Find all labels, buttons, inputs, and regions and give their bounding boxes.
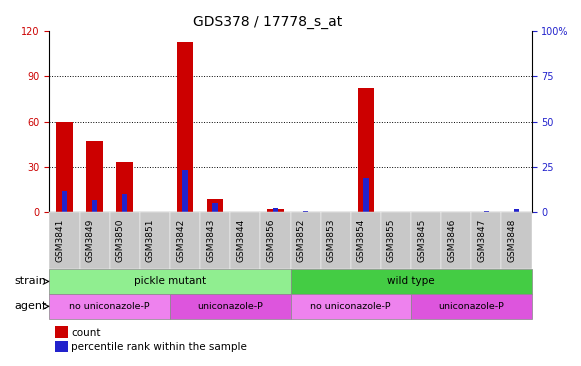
Text: count: count (71, 328, 101, 338)
Text: pickle mutant: pickle mutant (134, 276, 206, 287)
Text: uniconazole-P: uniconazole-P (439, 302, 504, 311)
Bar (303, 211, 309, 212)
Text: percentile rank within the sample: percentile rank within the sample (71, 342, 248, 352)
Bar (182, 170, 188, 212)
Text: agent: agent (14, 301, 46, 311)
Text: GSM3850: GSM3850 (116, 219, 125, 262)
Bar (177, 42, 193, 212)
Text: GSM3842: GSM3842 (176, 219, 185, 262)
Bar (514, 209, 519, 212)
Bar (267, 209, 284, 212)
Bar (207, 199, 224, 212)
Bar (357, 89, 374, 212)
Bar (363, 178, 368, 212)
Bar (122, 194, 127, 212)
Text: uniconazole-P: uniconazole-P (198, 302, 263, 311)
Text: GSM3847: GSM3847 (478, 219, 486, 262)
Text: GSM3841: GSM3841 (55, 219, 64, 262)
Text: GSM3855: GSM3855 (387, 219, 396, 262)
Bar (56, 122, 73, 212)
Bar (116, 163, 133, 212)
Text: GSM3846: GSM3846 (447, 219, 456, 262)
Bar (87, 141, 103, 212)
Text: strain: strain (15, 276, 46, 287)
Text: no uniconazole-P: no uniconazole-P (310, 302, 391, 311)
Bar (213, 203, 218, 212)
Text: wild type: wild type (388, 276, 435, 287)
Text: no uniconazole-P: no uniconazole-P (69, 302, 150, 311)
Bar (484, 211, 489, 212)
Text: GSM3849: GSM3849 (85, 219, 95, 262)
Bar (272, 208, 278, 212)
Text: GSM3844: GSM3844 (236, 219, 245, 262)
Text: GSM3848: GSM3848 (508, 219, 517, 262)
Text: GDS378 / 17778_s_at: GDS378 / 17778_s_at (193, 15, 342, 29)
Text: GSM3843: GSM3843 (206, 219, 215, 262)
Bar (62, 191, 67, 212)
Text: GSM3852: GSM3852 (296, 219, 306, 262)
Text: GSM3851: GSM3851 (146, 219, 155, 262)
Text: GSM3845: GSM3845 (417, 219, 426, 262)
Bar (92, 200, 97, 212)
Text: GSM3856: GSM3856 (267, 219, 275, 262)
Text: GSM3854: GSM3854 (357, 219, 366, 262)
Text: GSM3853: GSM3853 (327, 219, 336, 262)
